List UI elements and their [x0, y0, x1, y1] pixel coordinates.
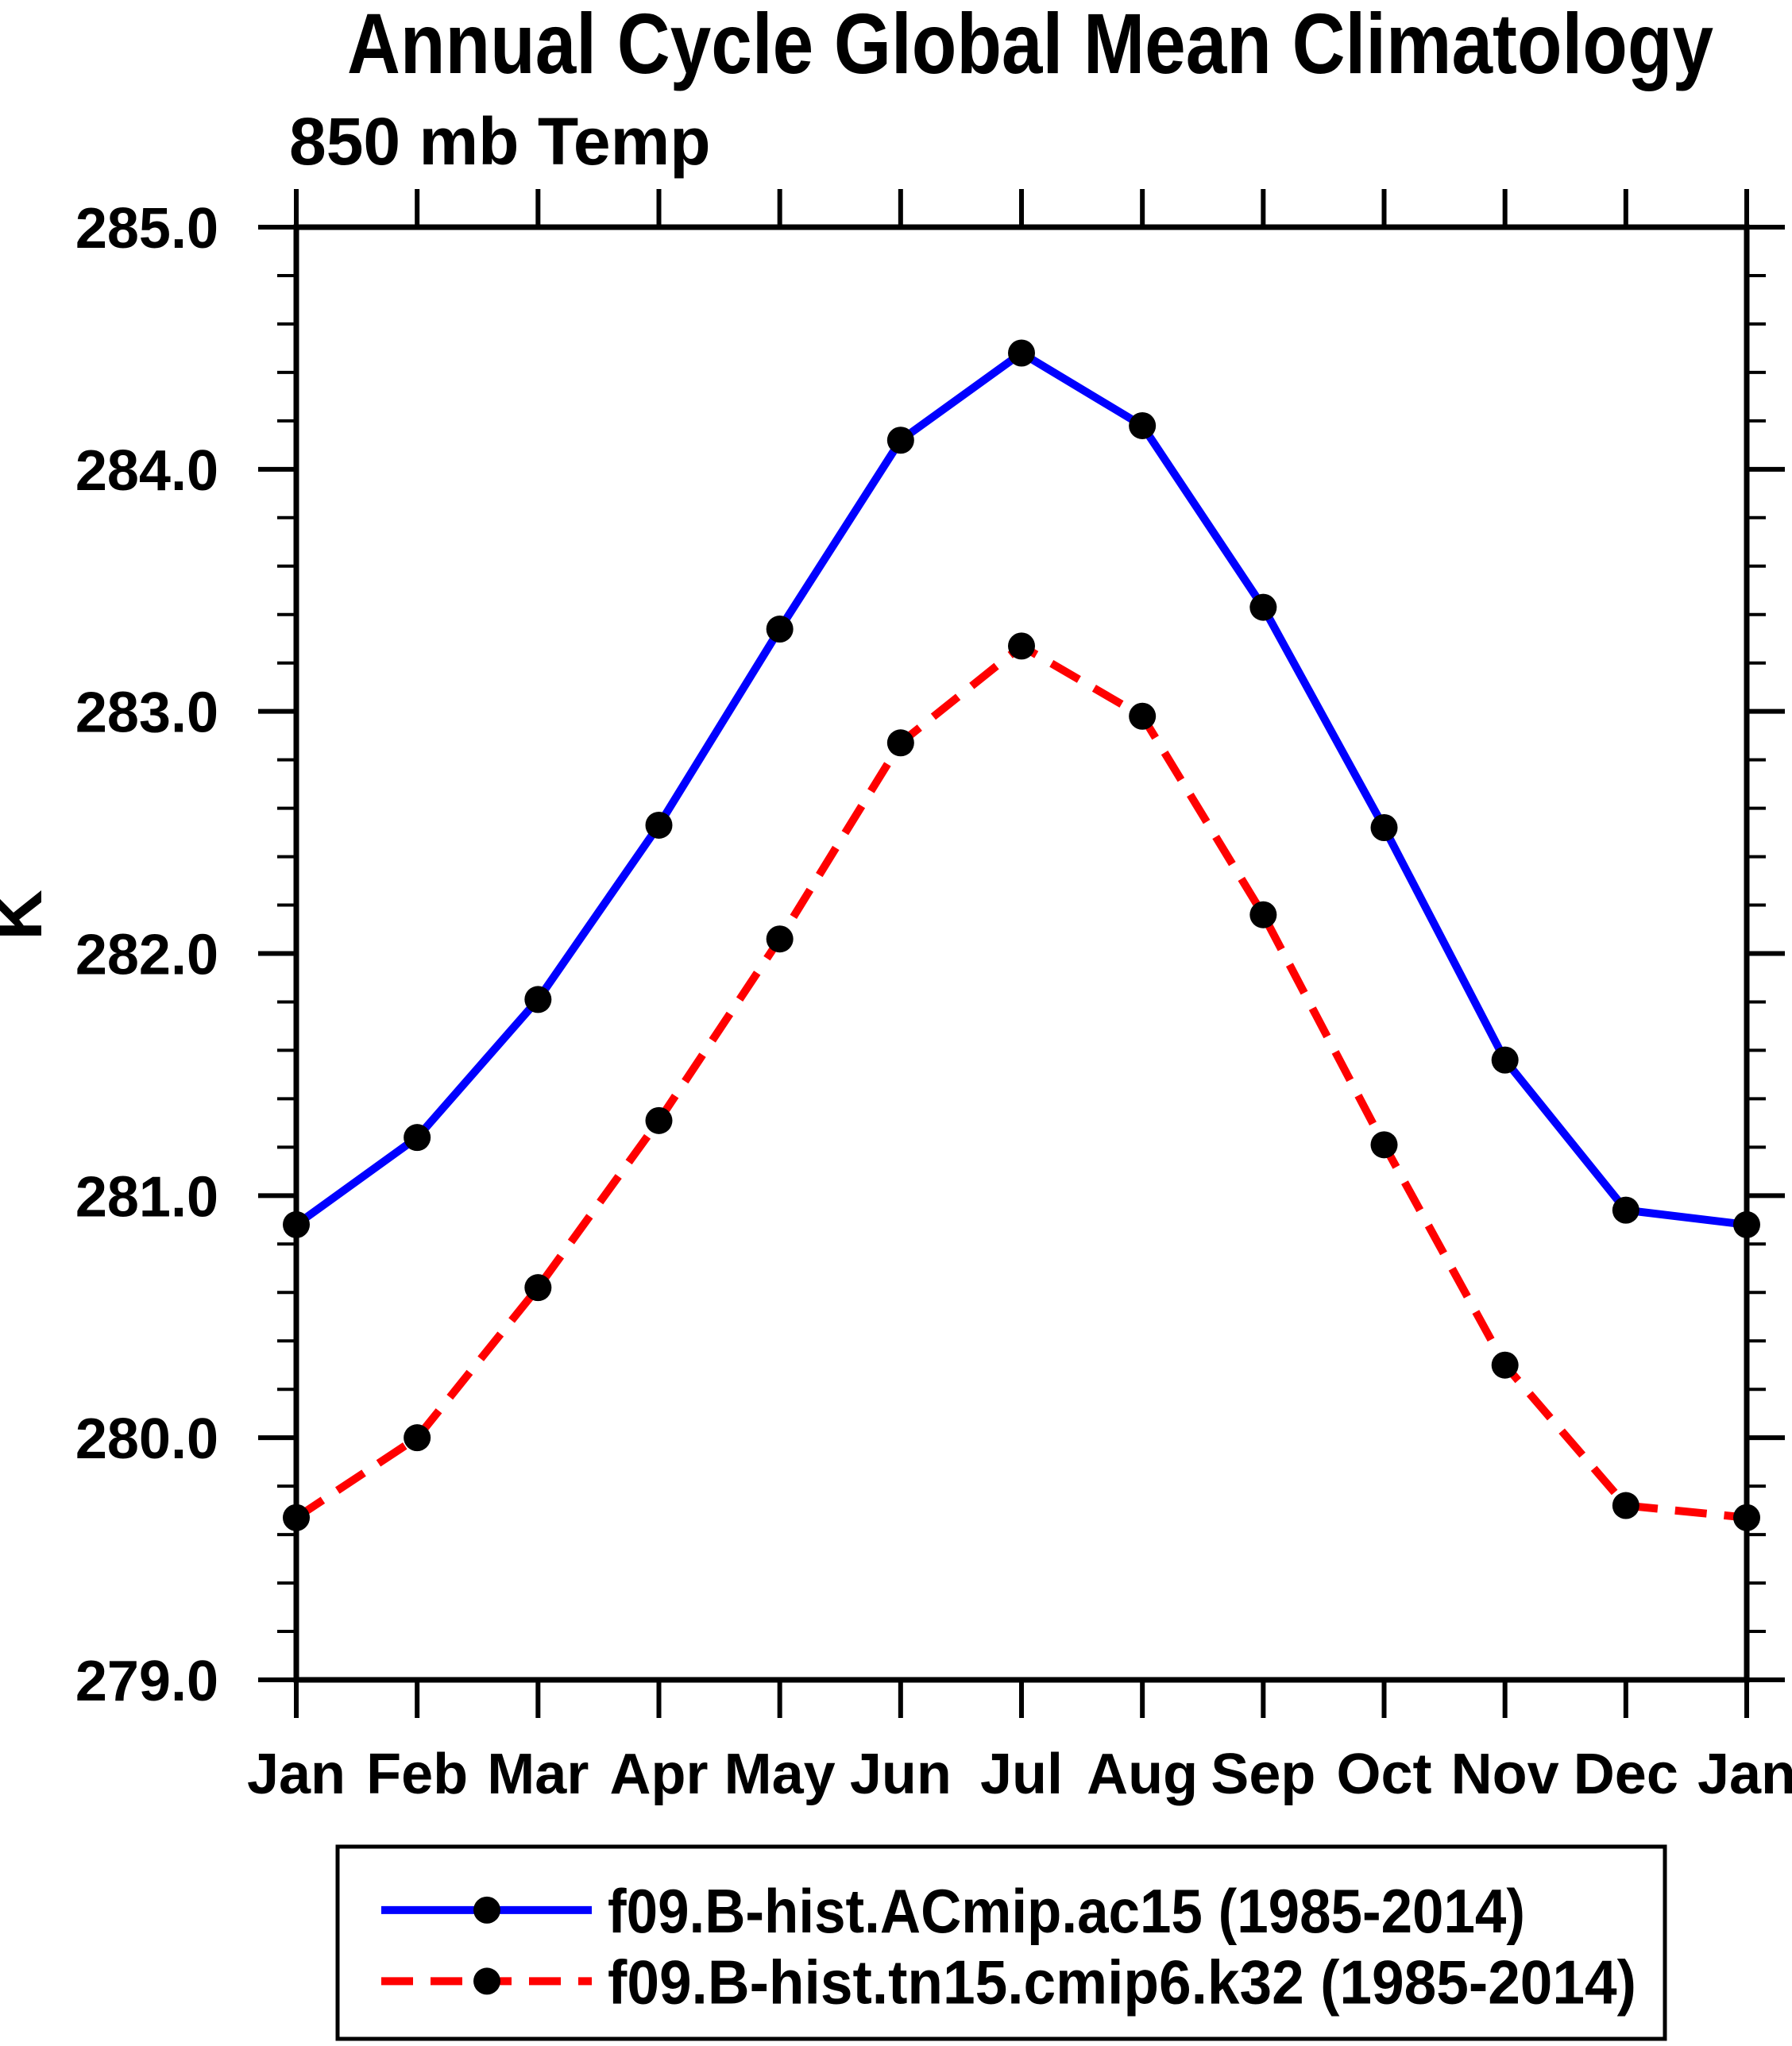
y-tick-label: 279.0: [75, 1650, 218, 1713]
data-point-marker: [886, 427, 914, 454]
y-tick-label: 283.0: [75, 681, 218, 745]
y-tick-label: 285.0: [75, 197, 218, 261]
chart-title: Annual Cycle Global Mean Climatology: [347, 0, 1713, 91]
data-point-marker: [645, 811, 673, 839]
data-point-marker: [1491, 1046, 1519, 1074]
legend-marker-sample: [473, 1967, 500, 1995]
data-point-marker: [1008, 339, 1035, 367]
y-axis-label: K: [0, 890, 56, 940]
data-point-marker: [404, 1424, 431, 1452]
legend-label: f09.B-hist.tn15.cmip6.k32 (1985-2014): [608, 1947, 1636, 2017]
x-tick-label: Feb: [366, 1743, 468, 1806]
x-tick-label: Aug: [1087, 1743, 1198, 1806]
data-point-marker: [1008, 632, 1035, 660]
x-tick-label: Dec: [1574, 1743, 1678, 1806]
data-point-marker: [524, 1274, 552, 1302]
x-tick-label: Mar: [487, 1743, 589, 1806]
data-series: [283, 339, 1760, 1531]
series-line-1: [294, 641, 1748, 1522]
x-tick-label: Jul: [980, 1743, 1063, 1806]
data-point-marker: [1612, 1196, 1639, 1224]
data-point-marker: [1733, 1210, 1760, 1238]
data-point-marker: [1129, 411, 1157, 439]
data-point-marker: [1491, 1351, 1519, 1379]
legend: f09.B-hist.ACmip.ac15 (1985-2014)f09.B-h…: [335, 1844, 1667, 2041]
y-tick-label: 284.0: [75, 439, 218, 503]
x-tick-label: Apr: [610, 1743, 709, 1806]
data-point-marker: [886, 729, 914, 757]
data-point-marker: [404, 1124, 431, 1152]
plot-frame: [293, 224, 1750, 1683]
x-tick-label: Nov: [1451, 1743, 1559, 1806]
x-tick-label: Jan: [247, 1743, 346, 1806]
y-tick-label: 281.0: [75, 1165, 218, 1229]
data-point-marker: [1370, 813, 1398, 841]
y-tick-label: 280.0: [75, 1407, 218, 1471]
x-tick-label: Sep: [1211, 1743, 1315, 1806]
legend-box: [335, 1844, 1667, 2041]
data-point-marker: [1370, 1131, 1398, 1159]
data-point-marker: [766, 616, 794, 643]
data-point-marker: [1249, 901, 1277, 928]
y-tick-label: 282.0: [75, 924, 218, 987]
data-point-marker: [1129, 702, 1157, 730]
x-tick-label: Jan: [1697, 1743, 1792, 1806]
x-tick-label: Jun: [850, 1743, 952, 1806]
data-point-marker: [524, 986, 552, 1013]
series-line-0: [294, 348, 1748, 1229]
data-point-marker: [1249, 593, 1277, 621]
legend-label: f09.B-hist.ACmip.ac15 (1985-2014): [608, 1876, 1525, 1946]
x-tick-label: May: [724, 1743, 836, 1806]
data-point-marker: [766, 925, 794, 953]
data-point-marker: [1612, 1492, 1639, 1519]
x-tick-label: Oct: [1336, 1743, 1431, 1806]
data-point-marker: [1733, 1504, 1760, 1531]
chart-subtitle: 850 mb Temp: [289, 104, 711, 179]
axes: Jan Feb Mar Apr May Jun Jul Aug Sep Oct Nov Dec Jan 2…: [75, 189, 1792, 1806]
data-point-marker: [283, 1504, 310, 1531]
legend-marker-sample: [473, 1896, 500, 1924]
data-point-marker: [283, 1210, 310, 1238]
data-point-marker: [645, 1106, 673, 1134]
